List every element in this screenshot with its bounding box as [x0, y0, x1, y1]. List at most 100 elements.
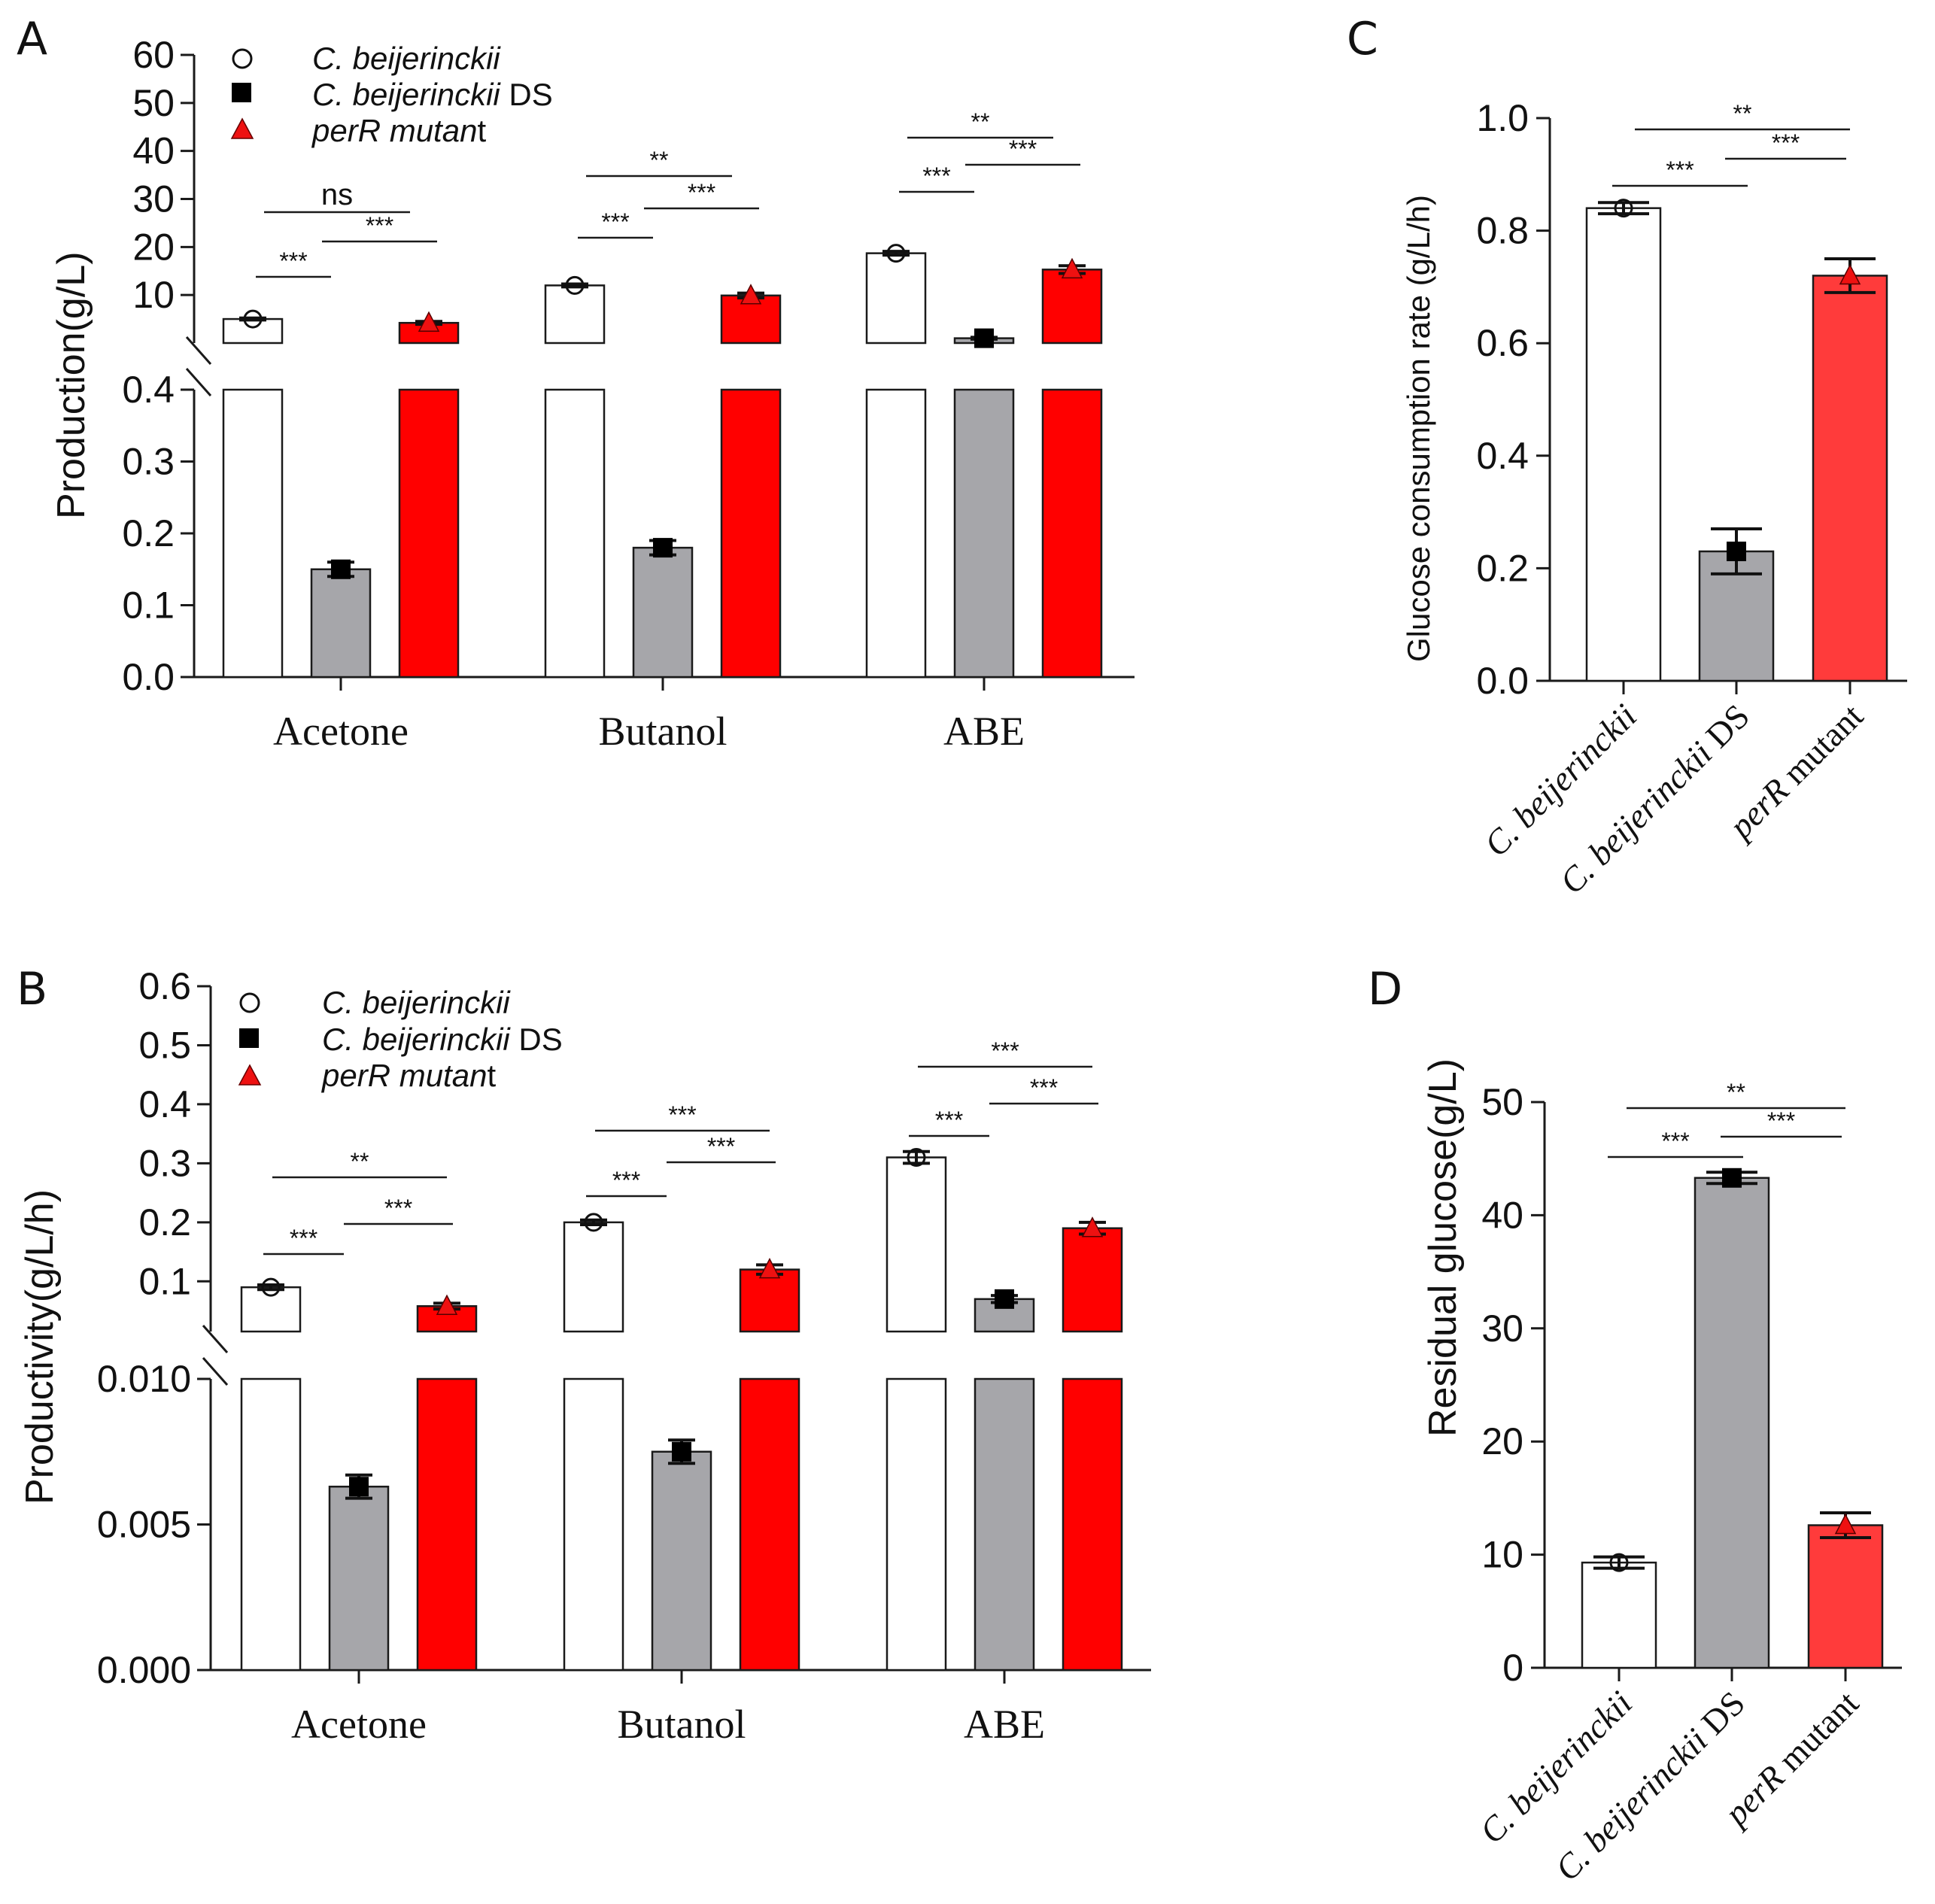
y-tick-label: 30 — [1481, 1307, 1523, 1350]
legend-strain3: perR mutant — [311, 113, 486, 148]
significance-label: ** — [351, 1148, 369, 1175]
panel-d-ylabel: Residual glucose(g/L) — [1421, 1058, 1465, 1437]
x-category-label: C. beijerinckii DS — [1552, 697, 1757, 901]
significance-label: *** — [1009, 135, 1037, 162]
bar — [1807, 1524, 1884, 1669]
panel-b: B Productivity(g/L/h) C. beijerinckii C.… — [17, 963, 563, 1505]
y-tick-label: 40 — [1481, 1194, 1523, 1236]
legend-strain1: C. beijerinckii — [312, 41, 501, 76]
significance-label: *** — [612, 1167, 640, 1194]
y-tick-label: 0.4 — [122, 369, 175, 411]
significance-label: ** — [1733, 100, 1752, 127]
bar-abe-upper — [1062, 1227, 1123, 1333]
panel-d: D Residual glucose(g/L) — [1368, 963, 1465, 1437]
bar-butanol-lower — [544, 388, 606, 679]
y-tick-label: 20 — [132, 226, 175, 268]
panel-c-ylabel: Glucose consumption rate (g/L/h) — [1401, 195, 1436, 662]
y-tick-label: 0.6 — [1476, 322, 1529, 364]
bar-acetone-lower — [416, 1377, 478, 1672]
bar — [1585, 207, 1662, 682]
significance-label: *** — [688, 179, 715, 206]
bar-butanol-upper — [563, 1221, 624, 1333]
bar-acetone-lower — [310, 568, 372, 679]
y-tick-label: 50 — [132, 82, 175, 124]
significance-label: *** — [922, 162, 950, 190]
marker-square — [331, 559, 351, 579]
bar-acetone-lower — [222, 388, 284, 679]
significance-label: ** — [1727, 1079, 1745, 1106]
significance-label: *** — [384, 1195, 412, 1222]
y-tick-label: 30 — [132, 178, 175, 220]
axis-break-mark — [185, 336, 212, 365]
x-category-label: Butanol — [618, 1702, 746, 1747]
marker-square — [1727, 541, 1746, 561]
marker-triangle — [740, 284, 762, 305]
y-tick-label: 0.2 — [122, 512, 175, 554]
significance-label: *** — [1772, 129, 1800, 156]
x-category-suffix: mutant — [1769, 697, 1871, 798]
y-tick-label: 20 — [1481, 1420, 1523, 1462]
significance-label: *** — [991, 1037, 1019, 1064]
x-category-label: Acetone — [291, 1702, 427, 1747]
bar-abe-lower — [1062, 1377, 1123, 1672]
y-tick-label: 40 — [132, 130, 175, 172]
y-tick-label: 0.1 — [122, 585, 175, 627]
legend-strain2-suffix: DS — [500, 77, 553, 112]
bar-acetone-lower — [240, 1377, 302, 1672]
y-tick-label: 50 — [1481, 1081, 1523, 1123]
marker-circle — [565, 275, 585, 295]
panel-b-plot: 0.1 0.2 0.3 0.4 0.5 0.6 0.000 0.005 0.010 Acetone… — [97, 965, 1151, 1747]
significance-label: ** — [971, 108, 990, 135]
bar-abe-upper — [885, 1156, 947, 1333]
significance-label: *** — [707, 1133, 735, 1160]
axis-break-mark — [202, 1357, 229, 1386]
x-category-label: Acetone — [273, 709, 409, 754]
legend-strain3-suffix: t — [477, 113, 486, 148]
marker-circle — [243, 309, 263, 329]
marker-triangle — [436, 1294, 458, 1316]
bar-acetone-lower — [398, 388, 460, 679]
bar-acetone-upper — [222, 317, 284, 345]
legend-circle-marker — [239, 992, 260, 1013]
y-tick-label: 10 — [1481, 1534, 1523, 1576]
significance-label: *** — [1666, 156, 1694, 184]
significance-label: *** — [1030, 1074, 1058, 1101]
significance-label: *** — [935, 1107, 963, 1134]
bar-abe-upper — [865, 252, 927, 345]
panel-a-ylabel: Production(g/L) — [50, 251, 93, 519]
bar — [1694, 1177, 1770, 1669]
legend-square-marker — [239, 1028, 259, 1048]
legend-strain2-italic: C. beijerinckii — [322, 1022, 511, 1057]
marker-circle — [1614, 199, 1633, 218]
bar-butanol-lower — [651, 1450, 712, 1672]
panel-c: C Glucose consumption rate (g/L/h) — [1347, 13, 1436, 662]
x-category-label: Butanol — [599, 709, 728, 754]
legend-strain3-italic: perR mutan — [320, 1058, 487, 1093]
y-tick-label: 0 — [1502, 1647, 1523, 1689]
legend-circle-marker — [232, 48, 253, 69]
bar-butanol-lower — [563, 1377, 624, 1672]
bar-butanol-lower — [632, 546, 694, 679]
panel-b-ylabel: Productivity(g/L/h) — [18, 1189, 62, 1505]
marker-triangle — [1081, 1216, 1104, 1237]
significance-label: *** — [290, 1225, 317, 1252]
panel-a-plot: 10 20 30 40 50 60 0.0 0.1 0.2 0.3 0.4 Acetone Butano… — [122, 34, 1135, 754]
panel-a: A Production(g/L) C. beijerinckii C. bei… — [17, 13, 553, 519]
y-tick-label: 0.0 — [122, 656, 175, 698]
panel-a-legend: C. beijerinckii C. beijerinckii DS perR … — [230, 41, 553, 148]
marker-circle — [886, 244, 906, 263]
marker-triangle — [1839, 263, 1861, 285]
marker-circle — [584, 1213, 603, 1232]
marker-circle — [261, 1277, 281, 1297]
y-tick-label: 0.000 — [97, 1649, 191, 1691]
marker-square — [349, 1477, 369, 1497]
legend-square-marker — [232, 83, 251, 102]
legend-strain2: C. beijerinckii DS — [312, 77, 553, 112]
y-tick-label: 0.005 — [97, 1504, 191, 1546]
x-category-suffix: mutant — [1765, 1684, 1867, 1785]
panel-b-legend: C. beijerinckii C. beijerinckii DS perR … — [238, 985, 563, 1093]
marker-square — [1722, 1168, 1742, 1188]
axis-break-mark — [202, 1325, 229, 1353]
